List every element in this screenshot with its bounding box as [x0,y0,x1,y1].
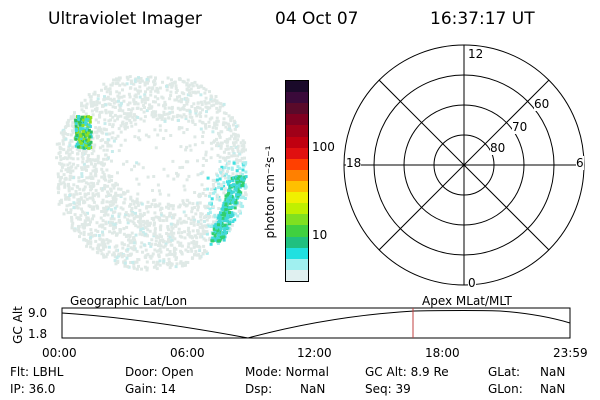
info-glon-label: GLon: [488,382,523,396]
time-tick-1800: 18:00 [425,346,460,360]
colorbar-tick-10: 10 [312,228,328,242]
info-seq: Seq: 39 [365,382,411,396]
polar-label-lat-80: 80 [490,141,506,155]
colorbar-tick-100: 100 [312,140,335,154]
time-tick-1200: 12:00 [297,346,332,360]
colorbar-segment [286,192,308,204]
colorbar-segment [286,92,308,104]
colorbar-segment [286,236,308,248]
time-tick-2359: 23:59 [553,346,588,360]
info-flt: Flt: LBHL [10,365,64,379]
time-tick-0600: 06:00 [170,346,205,360]
colorbar-segment [286,214,308,226]
time-label: 16:37:17 UT [430,9,535,29]
info-ip: IP: 36.0 [10,382,56,396]
info-dsp-label: Dsp: [245,382,273,396]
colorbar-segment [286,269,308,281]
polar-label-12: 12 [468,47,484,61]
date-label: 04 Oct 07 [275,9,359,29]
alt-max-label: 9.0 [28,306,48,320]
info-gc-alt: GC Alt: 8.9 Re [365,365,449,379]
app-title: Ultraviolet Imager [48,9,202,29]
info-glon-value: NaN [540,382,566,396]
colorbar [285,80,309,282]
info-door: Door: Open [125,365,194,379]
colorbar-segment [286,225,308,237]
polar-label-6: 6 [576,156,584,170]
info-glat-label: GLat: [488,365,521,379]
altitude-curve [61,310,571,339]
alt-min-label: 1.8 [28,327,48,341]
info-gain: Gain: 14 [125,382,176,396]
info-dsp-value: NaN [300,382,326,396]
colorbar-segment [286,136,308,148]
colorbar-segment [286,158,308,170]
polar-label-lat-60: 60 [534,97,550,111]
colorbar-segment [286,258,308,270]
colorbar-segment [286,147,308,159]
polar-label-lat-70: 70 [512,120,528,134]
colorbar-segment [286,169,308,181]
colorbar-segment [286,81,308,93]
colorbar-segment [286,247,308,259]
info-mode: Mode: Normal [245,365,329,379]
colorbar-segment [286,125,308,137]
geo-caption: Geographic Lat/Lon [70,294,188,308]
polar-label-0: 0 [468,276,476,290]
colorbar-segment [286,114,308,126]
polar-diagonal-2 [378,79,550,251]
time-tick-0000: 00:00 [42,346,77,360]
colorbar-segment [286,103,308,115]
polar-label-18: 18 [346,156,362,170]
colorbar-segment [286,180,308,193]
info-glat-value: NaN [540,365,566,379]
colorbar-segment [286,203,308,215]
apex-caption: Apex MLat/MLT [422,294,512,308]
